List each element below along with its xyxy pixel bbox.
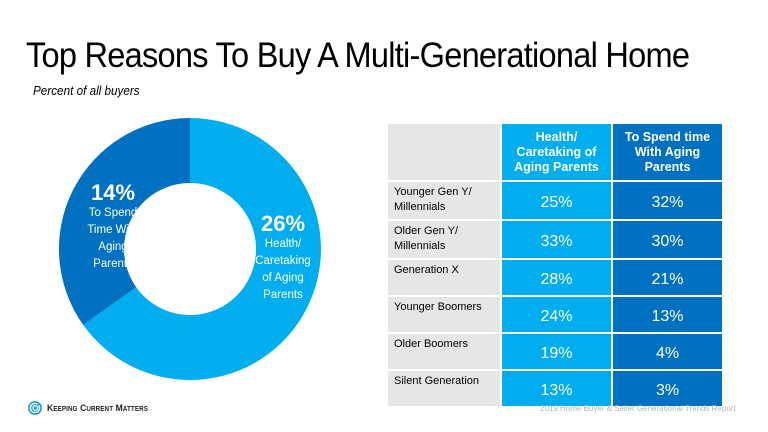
brand-logo: Keeping Current Matters [28,401,159,415]
donut-text-line: Parents [263,289,303,301]
cell-health: 25% [500,180,613,221]
cell-health: 33% [500,219,613,260]
donut-pct-spend-time: 14% [90,180,136,205]
column-header-health: Health/ Caretaking of Aging Parents [500,122,613,182]
cell-spend-time: 21% [611,258,724,297]
cell-health: 19% [500,332,613,371]
cell-spend-time: 30% [611,219,724,260]
table-row: Generation X 28% 21% [386,258,724,297]
donut-text-line: Time With [87,224,139,236]
row-label: Younger Boomers [386,295,502,334]
column-header-spend-time: To Spend time With Aging Parents [611,122,724,182]
donut-text-line: Caretaking [255,255,311,267]
source-citation: 2019 Home Buyer & Seller Generational Tr… [540,404,736,413]
header-line: Parents [644,159,691,174]
donut-label-health: 26% Health/ Caretaking of Aging Parents [242,212,324,304]
brand-name: Keeping Current Matters [47,402,149,414]
donut-chart [59,118,321,380]
row-label: Silent Generation [386,369,502,408]
donut-text-line: Health/ [264,238,302,250]
table-header-row: Health/ Caretaking of Aging Parents To S… [386,122,724,182]
header-line: With Aging [634,144,701,159]
row-label: Older Gen Y/Millennials [386,219,502,260]
table-corner-cell [386,122,502,182]
table-row: Younger Boomers 24% 13% [386,295,724,334]
table-row: Older Boomers 19% 4% [386,332,724,371]
donut-segment-health [83,118,321,380]
row-label: Younger Gen Y/Millennials [386,180,502,221]
header-line: To Spend time [624,129,711,144]
cell-spend-time: 4% [611,332,724,371]
donut-text-line: To Spend [88,207,138,219]
cell-health: 24% [500,295,613,334]
table-row: Silent Generation 13% 3% [386,369,724,408]
cell-health: 28% [500,258,613,297]
cell-spend-time: 3% [611,369,724,408]
swirl-logo-icon [28,401,42,415]
donut-text-line: Parents [93,258,133,270]
header-line: Health/ [535,129,578,144]
header-line: Caretaking of [516,144,597,159]
donut-pct-health: 26% [260,211,306,236]
row-label: Generation X [386,258,502,297]
cell-spend-time: 13% [611,295,724,334]
donut-segment-spend-time [59,118,190,325]
cell-spend-time: 32% [611,180,724,221]
cell-health: 13% [500,369,613,408]
header-line: Aging Parents [514,159,599,174]
generational-table: Health/ Caretaking of Aging Parents To S… [386,122,724,408]
donut-label-spend-time: 14% To Spend Time With Aging Parents [72,181,154,273]
chart-subtitle: Percent of all buyers [33,83,140,98]
page-title: Top Reasons To Buy A Multi-Generational … [26,36,690,75]
table-row: Older Gen Y/Millennials 33% 30% [386,219,724,260]
table-row: Younger Gen Y/Millennials 25% 32% [386,180,724,221]
donut-text-line: of Aging [262,272,304,284]
donut-text-line: Aging [98,241,128,253]
row-label: Older Boomers [386,332,502,371]
